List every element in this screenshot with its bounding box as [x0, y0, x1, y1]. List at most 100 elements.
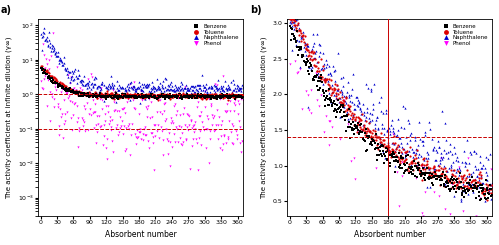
Toluene [187, 94, 195, 98]
Phenol [239, 98, 247, 102]
Benzene [299, 54, 307, 58]
Toluene [166, 97, 174, 101]
Phenol [203, 128, 211, 132]
Toluene [204, 93, 212, 97]
Naphthalene [478, 166, 486, 170]
Benzene [304, 69, 312, 73]
Naphthalene [183, 88, 191, 92]
Naphthalene [399, 145, 407, 149]
Naphthalene [99, 94, 107, 98]
Naphthalene [109, 85, 117, 89]
Naphthalene [329, 64, 337, 68]
Phenol [206, 137, 214, 141]
Naphthalene [422, 130, 430, 134]
Phenol [80, 121, 88, 124]
Phenol [123, 100, 131, 104]
Toluene [78, 92, 86, 96]
Benzene [211, 97, 219, 100]
Toluene [127, 93, 135, 97]
Benzene [476, 183, 484, 186]
Benzene [478, 197, 486, 201]
Naphthalene [427, 172, 435, 176]
Toluene [457, 174, 465, 178]
Toluene [377, 131, 385, 135]
Toluene [145, 92, 153, 96]
Naphthalene [362, 82, 370, 86]
Phenol [79, 118, 87, 122]
Naphthalene [194, 89, 202, 93]
Phenol [199, 125, 207, 129]
Benzene [298, 53, 306, 57]
Phenol [132, 142, 140, 146]
Toluene [372, 135, 380, 139]
Benzene [414, 161, 422, 165]
Naphthalene [378, 126, 386, 130]
Benzene [79, 94, 87, 98]
Benzene [72, 92, 80, 96]
Benzene [152, 96, 160, 99]
Phenol [46, 90, 54, 94]
Phenol [109, 88, 117, 92]
Toluene [351, 118, 359, 122]
Toluene [415, 166, 423, 170]
Naphthalene [188, 85, 196, 88]
Benzene [108, 93, 116, 97]
Toluene [135, 93, 143, 97]
Benzene [311, 74, 319, 78]
Naphthalene [437, 155, 445, 159]
Phenol [304, 93, 312, 97]
Toluene [370, 138, 378, 142]
Toluene [204, 96, 212, 100]
Benzene [408, 172, 416, 176]
Text: b): b) [250, 5, 261, 15]
Toluene [153, 94, 161, 98]
Benzene [442, 180, 450, 184]
Benzene [123, 93, 131, 97]
Toluene [174, 93, 182, 97]
Toluene [481, 187, 489, 191]
Naphthalene [116, 96, 124, 99]
Benzene [463, 187, 471, 191]
Toluene [357, 127, 365, 131]
Naphthalene [159, 79, 167, 83]
Toluene [214, 94, 222, 98]
Phenol [96, 125, 104, 129]
Benzene [453, 177, 461, 181]
Naphthalene [435, 145, 443, 148]
Benzene [125, 94, 133, 98]
Benzene [356, 123, 364, 127]
Phenol [115, 130, 123, 134]
Toluene [363, 126, 371, 130]
Naphthalene [365, 120, 373, 124]
Toluene [238, 94, 246, 98]
Benzene [94, 94, 102, 98]
Phenol [144, 139, 152, 143]
Toluene [160, 92, 168, 96]
Benzene [383, 158, 391, 161]
Toluene [224, 94, 232, 98]
Benzene [457, 180, 465, 184]
Toluene [164, 93, 172, 97]
Toluene [203, 93, 211, 97]
Naphthalene [114, 88, 122, 92]
Naphthalene [219, 84, 227, 88]
Toluene [467, 183, 475, 187]
Toluene [92, 92, 100, 96]
Benzene [439, 170, 447, 174]
Naphthalene [387, 123, 395, 127]
Benzene [90, 94, 98, 98]
Phenol [55, 124, 63, 128]
Phenol [90, 110, 98, 114]
Naphthalene [118, 85, 126, 89]
Toluene [142, 95, 150, 99]
Toluene [124, 96, 132, 100]
Toluene [147, 94, 155, 98]
Benzene [84, 93, 92, 97]
Benzene [320, 94, 328, 98]
Naphthalene [107, 85, 115, 89]
Benzene [130, 94, 138, 98]
Phenol [165, 95, 173, 99]
Benzene [138, 93, 146, 97]
Benzene [214, 94, 222, 98]
Naphthalene [357, 112, 365, 116]
